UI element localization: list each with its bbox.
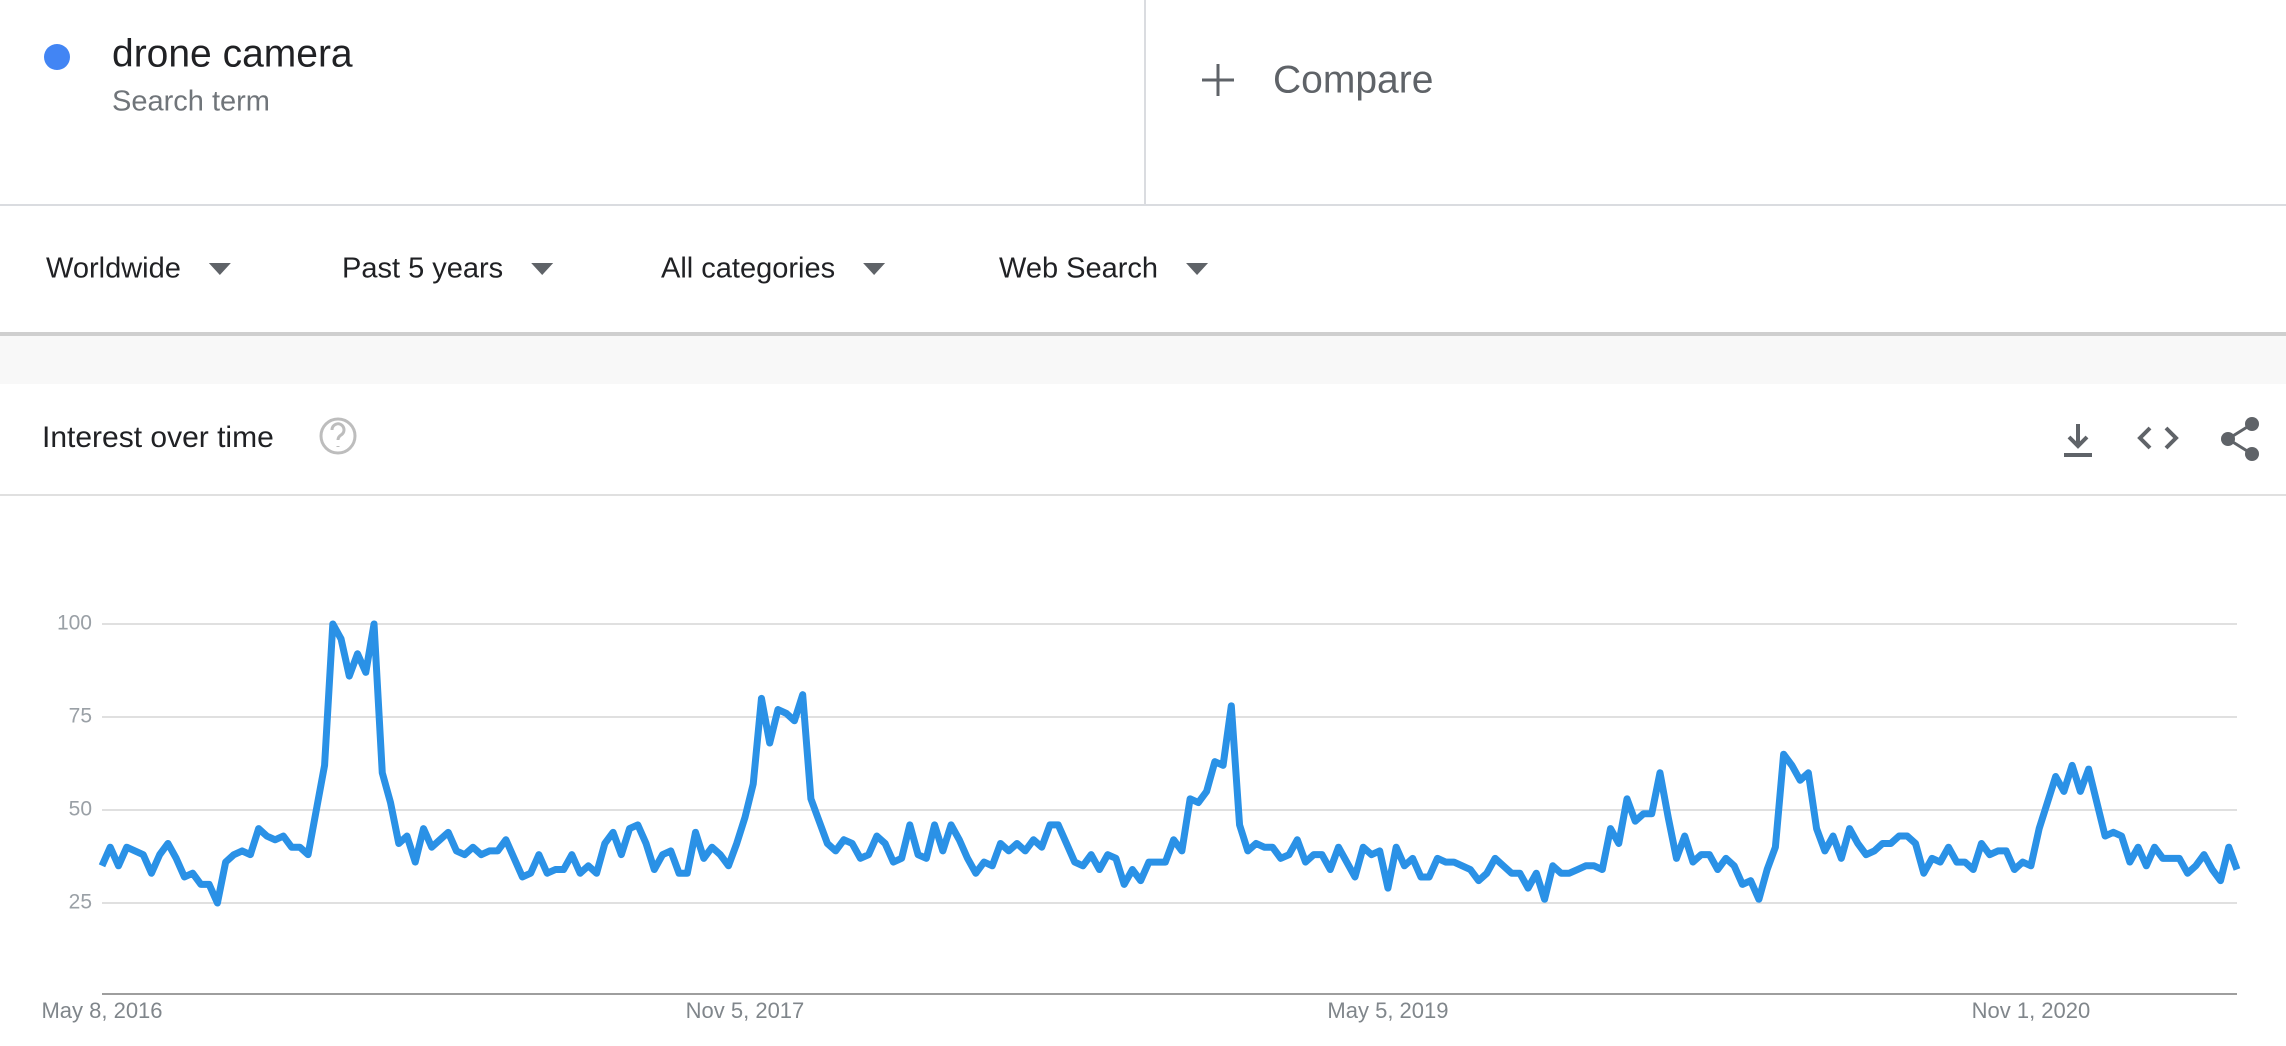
dropdown-arrow[interactable] — [863, 263, 886, 275]
chart: 25 50 75 100 May 8, 2016 Nov 5, 2017 May 5, 20… — [41, 612, 2241, 1023]
y-tick-label: 25 — [69, 891, 92, 914]
y-tick-label: 75 — [69, 705, 92, 728]
shadow — [0, 332, 2286, 336]
y-tick-label: 100 — [57, 612, 92, 635]
embed-icon[interactable] — [2137, 426, 2179, 450]
gap-band — [0, 334, 2286, 384]
filter-dropdown[interactable]: Worldwide — [46, 253, 181, 285]
filter-dropdown[interactable]: Web Search — [999, 253, 1158, 285]
x-tick-label: Nov 1, 2020 — [1972, 998, 2091, 1023]
term-dot — [44, 44, 70, 70]
y-tick-label: 50 — [69, 798, 92, 821]
dropdown-arrow[interactable] — [1186, 263, 1209, 275]
share-node — [2245, 417, 2259, 431]
share-icon[interactable] — [2221, 417, 2259, 461]
dropdown-arrow[interactable] — [531, 263, 554, 275]
term-subtitle: Search term — [112, 86, 270, 118]
share-node — [2245, 447, 2259, 461]
term-name[interactable]: drone camera — [112, 32, 353, 75]
help-circle — [319, 417, 357, 455]
compare-button[interactable]: Compare — [1202, 58, 1433, 101]
filter-dropdown[interactable]: Past 5 years — [342, 253, 503, 285]
card-title: Interest over time — [42, 421, 274, 454]
help-icon[interactable] — [319, 417, 357, 455]
x-tick-label: May 5, 2019 — [1327, 998, 1448, 1023]
plus-icon — [1202, 64, 1234, 96]
trend-line — [98, 620, 2241, 907]
filter-bar: Worldwide Past 5 years All categories Web S… — [46, 253, 1209, 285]
filter-dropdown[interactable]: All categories — [661, 253, 835, 285]
dropdown-arrow[interactable] — [208, 263, 231, 275]
download-icon[interactable] — [2064, 424, 2092, 457]
compare-label[interactable]: Compare — [1273, 58, 1433, 101]
x-tick-label: Nov 5, 2017 — [686, 998, 805, 1023]
share-node — [2221, 432, 2235, 446]
help-glyph — [330, 422, 346, 447]
x-tick-label: May 8, 2016 — [41, 998, 162, 1023]
